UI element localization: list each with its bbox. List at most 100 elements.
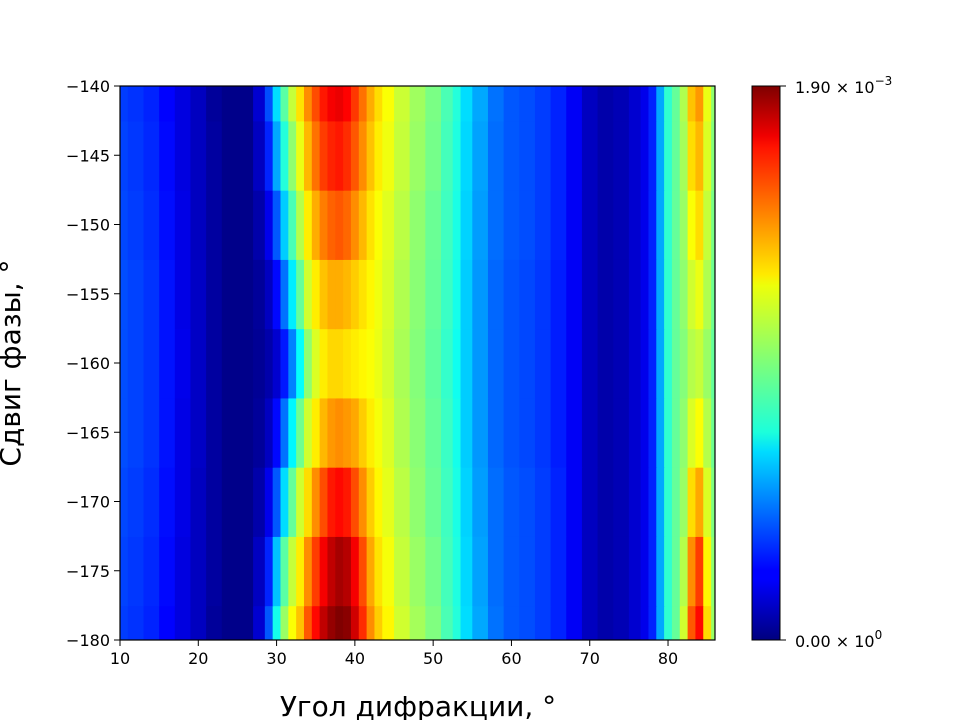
heatmap-cell [664, 259, 673, 330]
heatmap-cell [374, 259, 384, 330]
heatmap-cell [280, 466, 290, 537]
heatmap-cell [460, 605, 474, 640]
heatmap-cell [648, 605, 658, 640]
heatmap-cell [174, 328, 192, 399]
heatmap-cell [143, 536, 160, 607]
heatmap-cell [460, 397, 474, 468]
heatmap-cell [628, 86, 642, 122]
heatmap-cell [695, 259, 705, 330]
heatmap-cell [280, 328, 290, 399]
heatmap-cell [253, 120, 266, 191]
heatmap-cell [487, 189, 505, 260]
heatmap-cell [159, 397, 176, 468]
heatmap-cell [206, 328, 223, 399]
heatmap-cell [703, 86, 712, 122]
heatmap-cell [425, 86, 442, 122]
heatmap-cell [687, 189, 697, 260]
heatmap-cell [190, 189, 207, 260]
heatmap-cell [613, 466, 630, 537]
heatmap-cell [664, 605, 673, 640]
heatmap-cell [687, 605, 697, 640]
heatmap-cell [671, 189, 681, 260]
heatmap-cell [288, 605, 297, 640]
heatmap-cell [671, 536, 681, 607]
heatmap-cell [711, 189, 715, 260]
heatmap-cell [288, 397, 297, 468]
heatmap-cell [237, 397, 254, 468]
heatmap-cell [127, 86, 145, 122]
heatmap-cell [272, 189, 282, 260]
heatmap-cell [648, 466, 658, 537]
heatmap-cell [409, 466, 427, 537]
heatmap-cell [409, 605, 427, 640]
heatmap-cell [440, 466, 454, 537]
heatmap-cell [581, 536, 599, 607]
heatmap-cell [597, 120, 615, 191]
heatmap-cell [221, 466, 239, 537]
heatmap-cell [394, 397, 411, 468]
heatmap-cell [280, 397, 290, 468]
heatmap-cell [174, 466, 192, 537]
heatmap-cell [394, 466, 411, 537]
heatmap-cell [519, 189, 536, 260]
heatmap-cell [264, 259, 274, 330]
heatmap-cell [343, 397, 352, 468]
heatmap-cell [221, 259, 239, 330]
heatmap-cell [327, 259, 337, 330]
heatmap-cell [581, 328, 599, 399]
heatmap-cell [327, 397, 337, 468]
heatmap-cell [679, 605, 689, 640]
heatmap-cell [566, 536, 583, 607]
x-tick-label: 50 [423, 649, 443, 668]
heatmap-cell [452, 120, 462, 191]
heatmap-cell [272, 120, 282, 191]
heatmap-cell [679, 86, 689, 122]
heatmap-cell [503, 86, 521, 122]
heatmap-cell [280, 259, 290, 330]
heatmap-cell [687, 536, 697, 607]
heatmap-cell [366, 605, 376, 640]
heatmap-cell [581, 86, 599, 122]
heatmap-cell [335, 259, 344, 330]
heatmap-cell [628, 536, 642, 607]
heatmap-cell [120, 466, 129, 537]
heatmap-cell [711, 605, 715, 640]
heatmap-cell [425, 189, 442, 260]
heatmap-cell [253, 259, 266, 330]
heatmap-cell [550, 466, 568, 537]
heatmap-cell [382, 328, 395, 399]
heatmap-cell [264, 120, 274, 191]
heatmap-cell [264, 328, 274, 399]
heatmap-cell [566, 466, 583, 537]
heatmap-cell [671, 466, 681, 537]
heatmap-cell [350, 466, 360, 537]
heatmap-cell [127, 397, 145, 468]
heatmap-cell [695, 328, 705, 399]
heatmap-cell [327, 86, 337, 122]
heatmap-cell [534, 466, 552, 537]
heatmap-cell [319, 536, 329, 607]
heatmap-cell [472, 259, 489, 330]
heatmap-cell [311, 536, 321, 607]
heatmap-cell [628, 259, 642, 330]
heatmap-cell [343, 466, 352, 537]
heatmap-cell [550, 605, 568, 640]
heatmap-cell [190, 605, 207, 640]
heatmap-cell [460, 189, 474, 260]
x-axis: 10 20 30 40 50 60 70 80 [110, 640, 678, 668]
heatmap-cell [656, 189, 665, 260]
heatmap-cell [487, 397, 505, 468]
heatmap-cell [695, 536, 705, 607]
x-tick-label: 10 [110, 649, 130, 668]
heatmap-cell [264, 466, 274, 537]
heatmap-cell [534, 536, 552, 607]
heatmap-cell [253, 466, 266, 537]
heatmap-cell [597, 259, 615, 330]
heatmap-cell [280, 86, 290, 122]
heatmap-cell [440, 259, 454, 330]
heatmap-cell [394, 605, 411, 640]
heatmap-cell [472, 86, 489, 122]
heatmap-cell [711, 536, 715, 607]
heatmap-cell [581, 120, 599, 191]
